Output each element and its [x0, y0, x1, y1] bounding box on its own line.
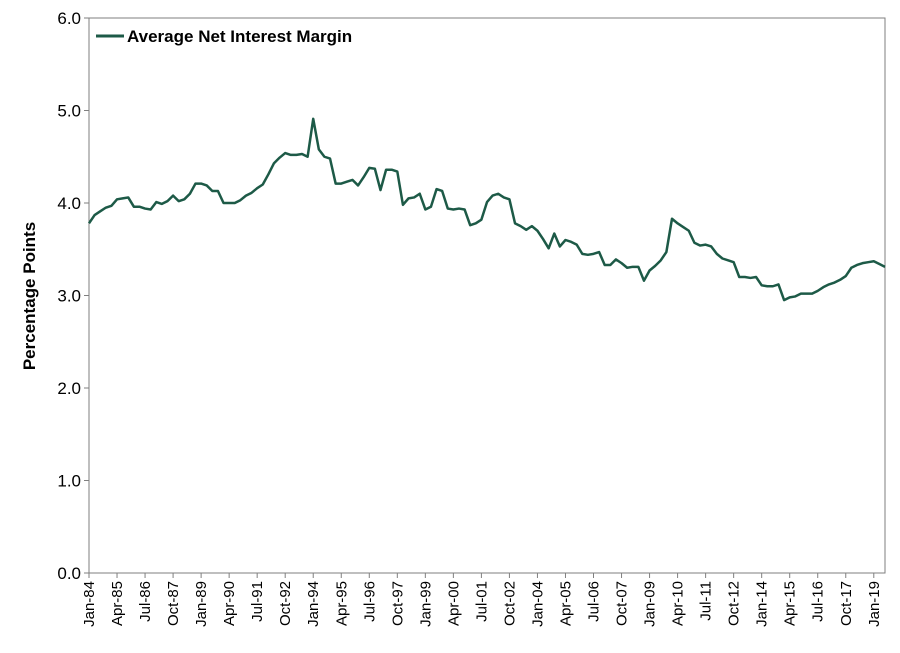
- x-tick-label: Jul-16: [810, 581, 827, 622]
- x-tick-label: Jul-06: [586, 581, 603, 622]
- x-tick-label: Jul-91: [249, 581, 266, 622]
- x-tick-label: Jan-99: [417, 581, 434, 627]
- y-tick-label: 2.0: [57, 379, 81, 398]
- y-tick-label: 0.0: [57, 564, 81, 583]
- x-tick-label: Oct-92: [277, 581, 294, 626]
- x-tick-label: Oct-07: [614, 581, 631, 626]
- y-axis: 0.0 1.0 2.0 3.0 4.0 5.0 6.0: [57, 9, 89, 583]
- plot-area-frame: [88, 17, 886, 574]
- y-tick-label: 3.0: [57, 287, 81, 306]
- x-tick-label: Jul-86: [137, 581, 154, 622]
- x-tick-label: Jan-94: [305, 581, 322, 627]
- x-tick-label: Oct-17: [838, 581, 855, 626]
- x-tick-label: Apr-90: [221, 581, 238, 626]
- series-line-average-net-interest-margin: [87, 117, 886, 302]
- y-tick-label: 6.0: [57, 9, 81, 28]
- x-tick-label: Jan-19: [866, 581, 883, 627]
- x-tick-label: Oct-97: [389, 581, 406, 626]
- y-tick-label: 4.0: [57, 194, 81, 213]
- x-tick-label: Jan-89: [193, 581, 210, 627]
- x-tick-label: Apr-00: [445, 581, 462, 626]
- x-tick-label: Jan-84: [81, 581, 98, 627]
- y-axis-label: Percentage Points: [20, 222, 39, 370]
- x-tick-label: Apr-85: [109, 581, 126, 626]
- x-tick-label: Apr-15: [782, 581, 799, 626]
- series-layer: [87, 117, 886, 302]
- x-tick-label: Apr-95: [333, 581, 350, 626]
- x-tick-label: Apr-05: [557, 581, 574, 626]
- x-tick-label: Jul-11: [698, 581, 715, 621]
- x-tick-label: Jul-96: [361, 581, 378, 622]
- x-tick-label: Oct-12: [726, 581, 743, 626]
- x-tick-label: Jan-14: [754, 581, 771, 627]
- x-tick-label: Oct-02: [501, 581, 518, 626]
- y-tick-label: 1.0: [57, 472, 81, 491]
- x-tick-label: Jan-09: [642, 581, 659, 627]
- y-tick-label: 5.0: [57, 102, 81, 121]
- x-tick-label: Jul-01: [473, 581, 490, 622]
- x-tick-label: Apr-10: [670, 581, 687, 626]
- legend: Average Net Interest Margin: [96, 27, 352, 46]
- x-tick-label: Jan-04: [529, 581, 546, 627]
- x-tick-label: Oct-87: [165, 581, 182, 626]
- x-axis: Jan-84 Apr-85 Jul-86 Oct-87 Jan-89 Apr-90 Jul-…: [81, 573, 883, 627]
- legend-label: Average Net Interest Margin: [127, 27, 352, 46]
